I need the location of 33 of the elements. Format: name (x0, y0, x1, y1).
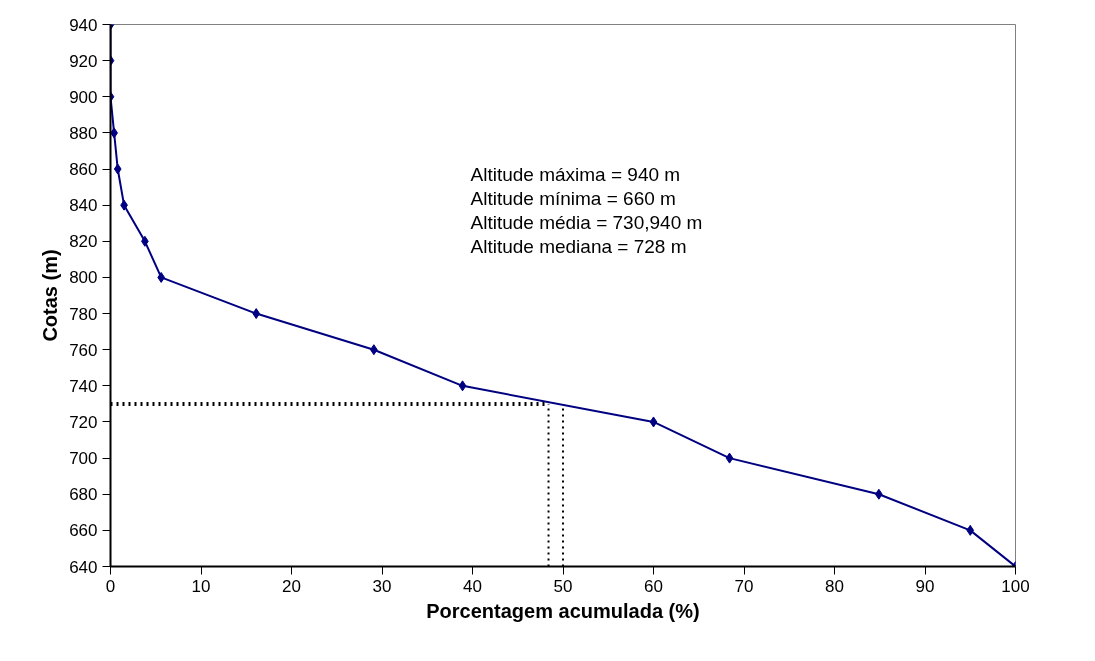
x-tick-label: 20 (282, 576, 301, 596)
annotation: Altitude máxima = 940 m (470, 163, 681, 185)
x-axis-title: Porcentagem acumulada (%) (426, 599, 700, 622)
y-tick-label: 880 (69, 123, 98, 143)
y-tick-label: 800 (69, 268, 98, 288)
y-tick-label: 940 (69, 15, 98, 35)
x-tick-label: 0 (105, 576, 116, 596)
annotation: Altitude mínima = 660 m (470, 187, 676, 209)
y-tick-label: 660 (69, 521, 98, 541)
y-tick-label: 740 (69, 376, 98, 396)
y-tick-label: 680 (69, 485, 98, 505)
x-tick-label: 60 (644, 576, 663, 596)
x-tick-label: 70 (734, 576, 754, 596)
y-tick-label: 720 (69, 412, 98, 432)
x-tick-label: 50 (553, 576, 573, 596)
x-tick-label: 10 (191, 576, 211, 596)
x-tick-label: 30 (372, 576, 392, 596)
y-tick-label: 820 (69, 232, 98, 252)
y-tick-label: 700 (69, 449, 98, 469)
y-tick-label: 780 (69, 304, 98, 324)
x-tick-label: 80 (825, 576, 844, 596)
y-tick-label: 920 (69, 51, 98, 71)
annotation: Altitude mediana = 728 m (470, 235, 687, 257)
x-tick-label: 90 (915, 576, 935, 596)
y-tick-label: 760 (69, 340, 98, 360)
x-tick-label: 40 (463, 576, 482, 596)
y-axis-title: Cotas (m) (39, 249, 62, 342)
y-tick-label: 640 (69, 557, 98, 577)
y-tick-label: 900 (69, 87, 98, 107)
y-tick-label: 840 (69, 196, 98, 216)
y-tick-label: 860 (69, 160, 98, 180)
annotation: Altitude média = 730,940 m (470, 211, 703, 233)
x-tick-label: 100 (1001, 576, 1030, 596)
